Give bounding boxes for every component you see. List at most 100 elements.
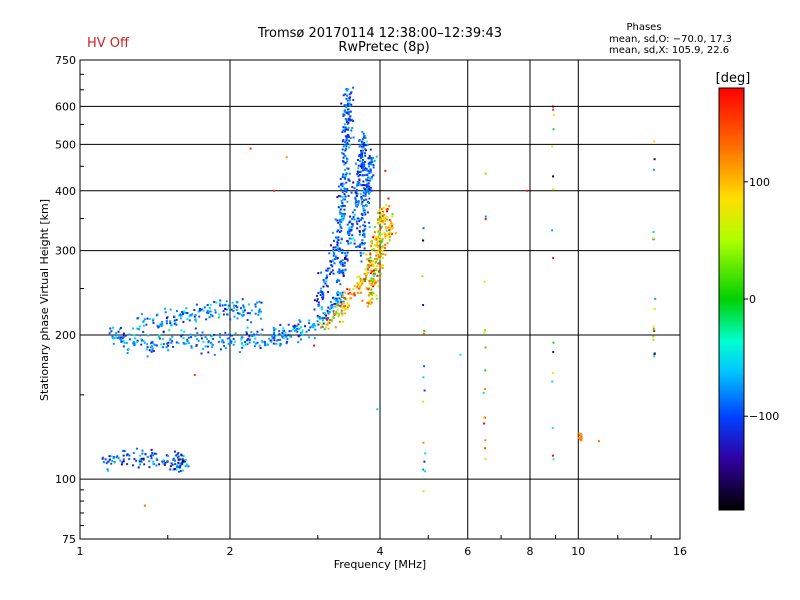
data-point (127, 347, 130, 350)
data-point (339, 283, 342, 286)
data-point (162, 338, 164, 340)
data-point (325, 318, 328, 321)
data-point (384, 237, 387, 239)
data-point (287, 323, 290, 326)
data-point (324, 326, 327, 329)
data-point (165, 317, 168, 320)
data-point (374, 244, 377, 247)
data-point (331, 303, 334, 306)
data-point (337, 221, 340, 224)
data-point (323, 328, 326, 331)
data-point (343, 123, 346, 126)
data-point (256, 330, 259, 333)
data-point (336, 241, 339, 244)
data-point (597, 440, 600, 443)
data-point (552, 372, 555, 374)
data-point (364, 280, 366, 283)
data-point (349, 215, 352, 218)
data-point (316, 320, 319, 323)
data-point (372, 259, 375, 262)
data-point (316, 314, 319, 317)
data-point (150, 350, 153, 353)
data-point (341, 148, 344, 151)
data-point (346, 135, 349, 138)
data-point (342, 183, 345, 186)
data-point (367, 294, 370, 297)
data-point (344, 195, 347, 198)
data-point (350, 91, 353, 94)
data-point (305, 330, 308, 333)
data-point (298, 334, 301, 337)
data-point (349, 143, 352, 146)
data-point (246, 339, 249, 342)
data-point (166, 460, 168, 463)
data-point (317, 292, 320, 294)
data-point (156, 313, 159, 316)
data-point (482, 391, 485, 394)
data-point (381, 221, 384, 224)
data-point (370, 244, 373, 247)
data-point (354, 191, 357, 194)
data-point (123, 342, 126, 344)
data-point (195, 345, 198, 347)
data-point (372, 164, 375, 166)
data-point (361, 166, 364, 169)
data-point (356, 276, 359, 279)
data-point (272, 189, 275, 192)
data-point (344, 168, 346, 171)
y-tick-label: 400 (55, 185, 76, 198)
data-point (148, 466, 151, 469)
data-point (167, 341, 170, 344)
data-point (155, 452, 158, 455)
data-point (273, 331, 275, 334)
data-point (346, 288, 349, 291)
data-point (363, 247, 366, 250)
data-point (136, 327, 139, 330)
data-point (343, 109, 346, 112)
data-point (227, 342, 230, 345)
data-point (369, 298, 372, 301)
data-point (379, 266, 382, 268)
data-point (344, 190, 347, 193)
data-point (362, 234, 364, 236)
data-point (331, 265, 334, 268)
data-point (342, 126, 345, 129)
data-point (202, 309, 205, 312)
data-point (300, 338, 302, 341)
data-point (341, 196, 344, 199)
data-point (123, 449, 126, 452)
data-point (253, 333, 255, 336)
data-point (282, 327, 285, 330)
data-point (358, 275, 361, 278)
y-tick-label: 600 (55, 100, 76, 113)
x-tick-label: 2 (227, 545, 234, 558)
data-point (339, 261, 342, 264)
data-point (182, 341, 185, 344)
data-point (279, 344, 281, 347)
data-point (183, 310, 186, 313)
data-point (344, 93, 347, 96)
data-point (484, 439, 487, 442)
data-point (326, 269, 329, 272)
data-point (361, 282, 364, 285)
data-point (340, 260, 343, 263)
data-point (327, 321, 330, 324)
data-point (377, 245, 380, 247)
data-point (552, 341, 555, 344)
data-point (317, 272, 320, 275)
data-point (389, 234, 392, 237)
data-point (338, 271, 341, 274)
data-point (363, 205, 366, 208)
data-point (223, 344, 226, 347)
data-point (167, 455, 170, 457)
data-point (371, 297, 374, 300)
data-point (146, 317, 149, 320)
data-point (151, 347, 154, 350)
data-point (376, 408, 379, 411)
data-point (344, 126, 347, 129)
data-point (316, 300, 319, 303)
data-point (340, 199, 343, 202)
data-point (166, 342, 169, 345)
data-point (119, 336, 122, 339)
data-point (348, 288, 351, 291)
